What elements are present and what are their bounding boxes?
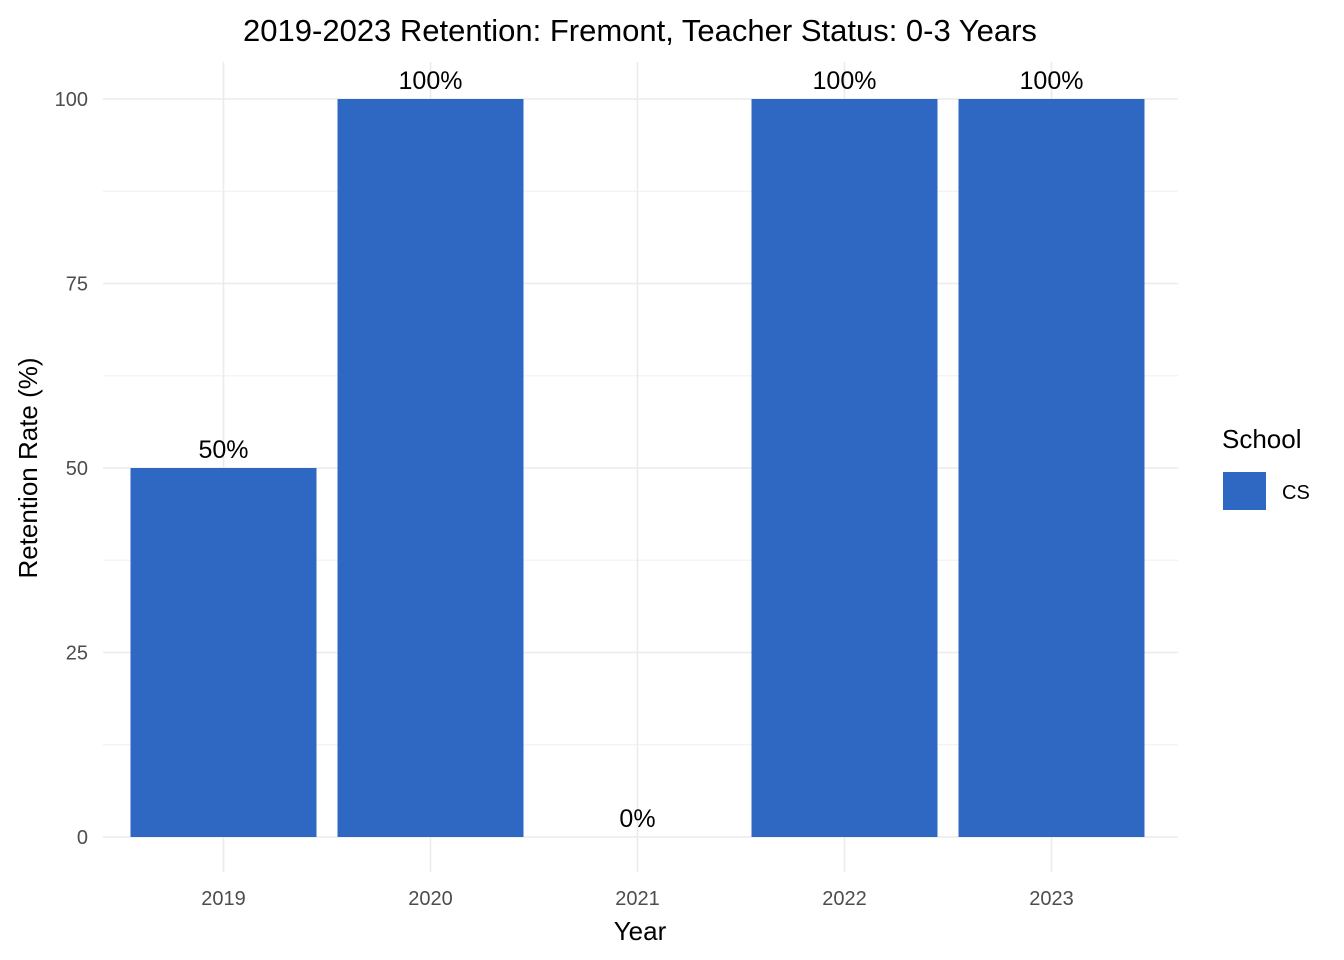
chart-title: 2019-2023 Retention: Fremont, Teacher St… <box>243 13 1037 48</box>
bars <box>130 99 1145 837</box>
y-tick-label: 0 <box>77 827 88 849</box>
bar-2023 <box>958 99 1145 837</box>
bar-value-label: 0% <box>619 805 655 833</box>
x-tick-label: 2019 <box>201 888 246 910</box>
legend-label-cs: CS <box>1282 482 1310 504</box>
y-tick-label: 75 <box>66 274 88 296</box>
x-tick-label: 2020 <box>408 888 453 910</box>
legend-title: School <box>1222 424 1302 454</box>
bar-value-label: 100% <box>399 67 463 95</box>
bar-value-label: 100% <box>813 67 877 95</box>
bar-2020 <box>337 99 524 837</box>
legend-swatch-cs <box>1223 472 1266 510</box>
x-tick-label: 2022 <box>822 888 867 910</box>
bar-value-label: 50% <box>198 436 248 464</box>
bar-2022 <box>751 99 938 837</box>
x-axis-ticks: 2019 2020 2021 2022 2023 <box>201 888 1074 910</box>
y-tick-label: 100 <box>55 89 88 111</box>
bar-value-label: 100% <box>1020 67 1084 95</box>
y-axis-title: Retention Rate (%) <box>13 357 43 578</box>
legend: School CS <box>1222 424 1310 510</box>
x-axis-title: Year <box>614 916 667 946</box>
y-axis-ticks: 0 25 50 75 100 <box>55 89 88 849</box>
bar-labels: 50% 100% 0% 100% 100% <box>198 67 1083 833</box>
y-tick-label: 50 <box>66 458 88 480</box>
bar-2019 <box>130 468 317 837</box>
y-tick-label: 25 <box>66 643 88 665</box>
x-tick-label: 2021 <box>615 888 660 910</box>
x-tick-label: 2023 <box>1029 888 1074 910</box>
